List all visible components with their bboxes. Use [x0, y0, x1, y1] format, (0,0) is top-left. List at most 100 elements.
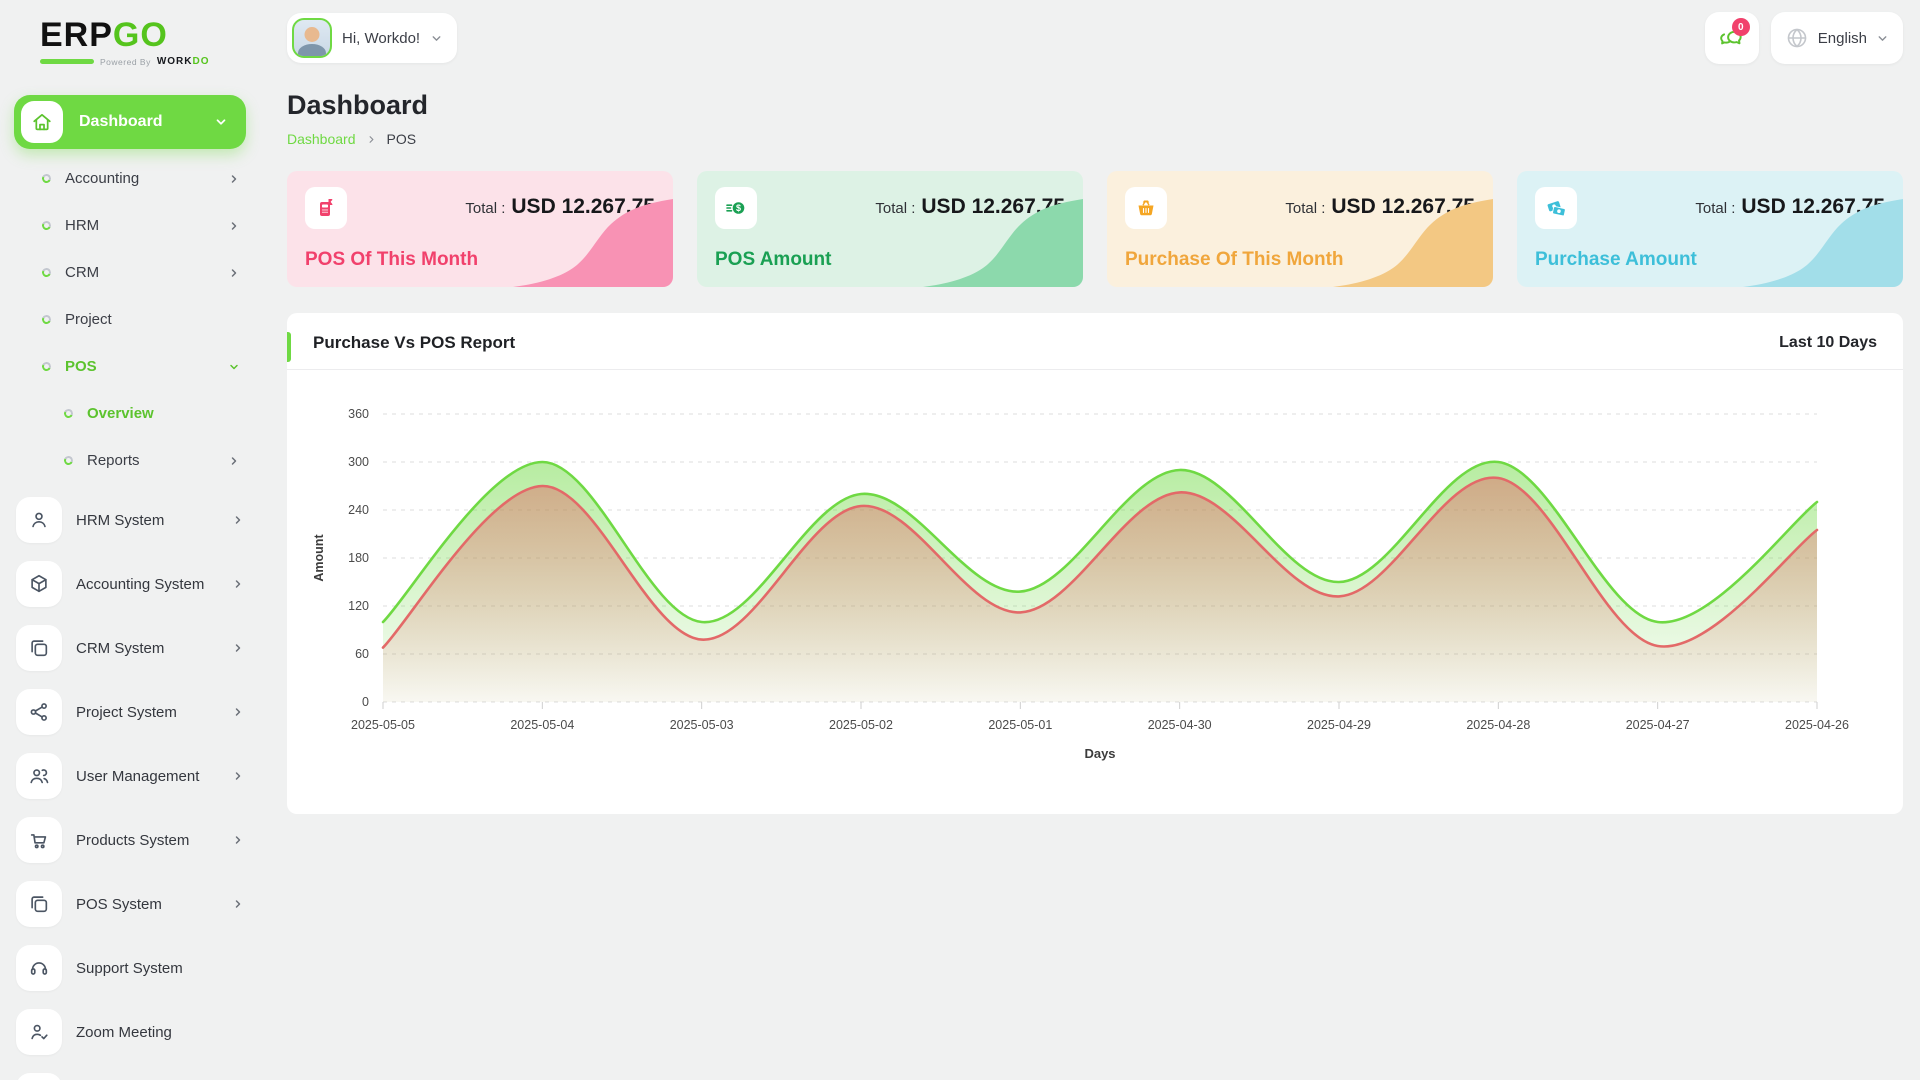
stat-cards-row: Total : USD 12.267,75 POS Of This Month $… — [287, 171, 1903, 287]
sidebar-item-user-management[interactable]: User Management — [14, 748, 246, 804]
sidebar-item-support-system[interactable]: Support System — [14, 940, 246, 996]
purchase-vs-pos-report-card: Purchase Vs POS Report Last 10 Days 0 60 1… — [287, 313, 1903, 814]
chevron-down-icon — [216, 119, 226, 125]
greeting-label: Hi, Workdo! — [342, 29, 421, 47]
breadcrumb-dashboard-link[interactable]: Dashboard — [287, 131, 356, 147]
sidebar-item-dashboard[interactable]: Dashboard — [14, 95, 246, 149]
chevron-right-icon — [235, 580, 241, 588]
chevron-right-icon — [235, 772, 241, 780]
svg-text:2025-05-04: 2025-05-04 — [510, 718, 574, 732]
bullet-icon — [40, 360, 53, 373]
basket-icon — [1125, 187, 1167, 229]
chevron-right-icon — [369, 135, 373, 143]
svg-text:0: 0 — [362, 695, 369, 709]
wave-decoration — [1333, 199, 1493, 287]
notifications-button[interactable]: 0 — [1704, 12, 1759, 64]
user-check-icon — [16, 1009, 62, 1055]
total-value: USD 12.267,75 — [1741, 195, 1885, 218]
page-head: Dashboard Dashboard POS — [287, 90, 1903, 147]
svg-text:2025-04-29: 2025-04-29 — [1307, 718, 1371, 732]
bullet-icon — [40, 219, 53, 232]
svg-text:2025-05-01: 2025-05-01 — [988, 718, 1052, 732]
sidebar-item-crm-system[interactable]: CRM System — [14, 620, 246, 676]
chat-notification-icon — [1719, 30, 1742, 45]
stat-card-purchase-of-this-month: Total : USD 12.267,75 Purchase Of This Mo… — [1107, 171, 1493, 287]
sidebar-item-project[interactable]: Project — [14, 296, 246, 343]
logo-underline-bar — [40, 59, 94, 64]
breadcrumb-current: POS — [386, 131, 417, 147]
sidebar-menu: Accounting HRM CRM Project POS — [14, 155, 246, 1080]
chevron-right-icon — [235, 644, 241, 652]
topbar: Hi, Workdo! 0 English — [287, 10, 1903, 66]
chevron-down-icon — [230, 364, 238, 369]
bullet-icon — [40, 172, 53, 185]
chevron-right-icon — [235, 516, 241, 524]
powered-brand: WORKDO — [156, 56, 210, 67]
chart-title: Purchase Vs POS Report — [313, 333, 516, 352]
svg-text:2025-04-30: 2025-04-30 — [1148, 718, 1212, 732]
total-label: Total : — [465, 200, 506, 217]
chevron-right-icon — [231, 221, 237, 230]
stat-card-title: Purchase Of This Month — [1125, 249, 1344, 270]
total-value: USD 12.267,75 — [921, 195, 1065, 218]
sidebar-item-crm[interactable]: CRM — [14, 249, 246, 296]
chevron-right-icon — [235, 836, 241, 844]
brand-logo[interactable]: ERPGO Powered By WORKDO — [14, 10, 246, 67]
svg-text:$: $ — [736, 203, 741, 213]
chevron-down-icon — [1878, 35, 1887, 41]
chat-icon — [16, 1073, 62, 1080]
sidebar-item-messenger[interactable]: Messenger — [14, 1068, 246, 1080]
users-icon — [16, 753, 62, 799]
banknotes-icon — [1535, 187, 1577, 229]
svg-text:2025-05-02: 2025-05-02 — [829, 718, 893, 732]
svg-text:Days: Days — [1084, 746, 1115, 761]
total-label: Total : — [875, 200, 916, 217]
purchase-vs-pos-area-chart: 0 60 120 180 240 300 360 Amount 2025-05-05 2025-0… — [312, 407, 1849, 761]
sidebar: ERPGO Powered By WORKDO Dashboard Accoun… — [0, 0, 260, 1080]
headset-icon — [16, 945, 62, 991]
svg-text:180: 180 — [348, 551, 369, 565]
svg-text:2025-04-26: 2025-04-26 — [1785, 718, 1849, 732]
sidebar-item-pos-overview[interactable]: Overview — [14, 390, 246, 437]
bullet-icon — [62, 454, 75, 467]
language-selector[interactable]: English — [1770, 12, 1903, 64]
cart-icon — [16, 817, 62, 863]
svg-text:2025-04-28: 2025-04-28 — [1466, 718, 1530, 732]
brand-name-erp: ERP — [40, 16, 113, 54]
stat-card-title: POS Of This Month — [305, 249, 479, 270]
sidebar-item-products-system[interactable]: Products System — [14, 812, 246, 868]
stat-card-title: Purchase Amount — [1535, 249, 1697, 270]
chevron-right-icon — [231, 456, 237, 465]
svg-text:2025-04-27: 2025-04-27 — [1626, 718, 1690, 732]
profile-menu-button[interactable]: Hi, Workdo! — [287, 13, 458, 63]
svg-text:360: 360 — [348, 407, 369, 421]
breadcrumb: Dashboard POS — [287, 131, 1903, 147]
card-accent-bar — [287, 332, 291, 362]
wave-decoration — [513, 199, 673, 287]
sidebar-item-pos-system[interactable]: POS System — [14, 876, 246, 932]
bullet-icon — [40, 313, 53, 326]
wave-decoration — [1743, 199, 1903, 287]
svg-text:2025-05-03: 2025-05-03 — [670, 718, 734, 732]
sidebar-item-label: Dashboard — [79, 113, 163, 130]
sidebar-item-pos-reports[interactable]: Reports — [14, 437, 246, 484]
sidebar-item-accounting-system[interactable]: Accounting System — [14, 556, 246, 612]
cube-icon — [16, 561, 62, 607]
sidebar-item-pos[interactable]: POS — [14, 343, 246, 390]
sidebar-item-project-system[interactable]: Project System — [14, 684, 246, 740]
chevron-down-icon — [432, 35, 441, 41]
total-value: USD 12.267,75 — [1331, 195, 1475, 218]
sidebar-item-hrm[interactable]: HRM — [14, 202, 246, 249]
sidebar-item-hrm-system[interactable]: HRM System — [14, 492, 246, 548]
bullet-icon — [62, 407, 75, 420]
screens-icon — [16, 625, 62, 671]
screens-icon — [16, 881, 62, 927]
sidebar-item-zoom-meeting[interactable]: Zoom Meeting — [14, 1004, 246, 1060]
svg-text:2025-05-05: 2025-05-05 — [351, 718, 415, 732]
total-label: Total : — [1695, 200, 1736, 217]
notification-badge: 0 — [1731, 18, 1750, 36]
sidebar-item-accounting[interactable]: Accounting — [14, 155, 246, 202]
svg-text:240: 240 — [348, 503, 369, 517]
chevron-right-icon — [235, 708, 241, 716]
